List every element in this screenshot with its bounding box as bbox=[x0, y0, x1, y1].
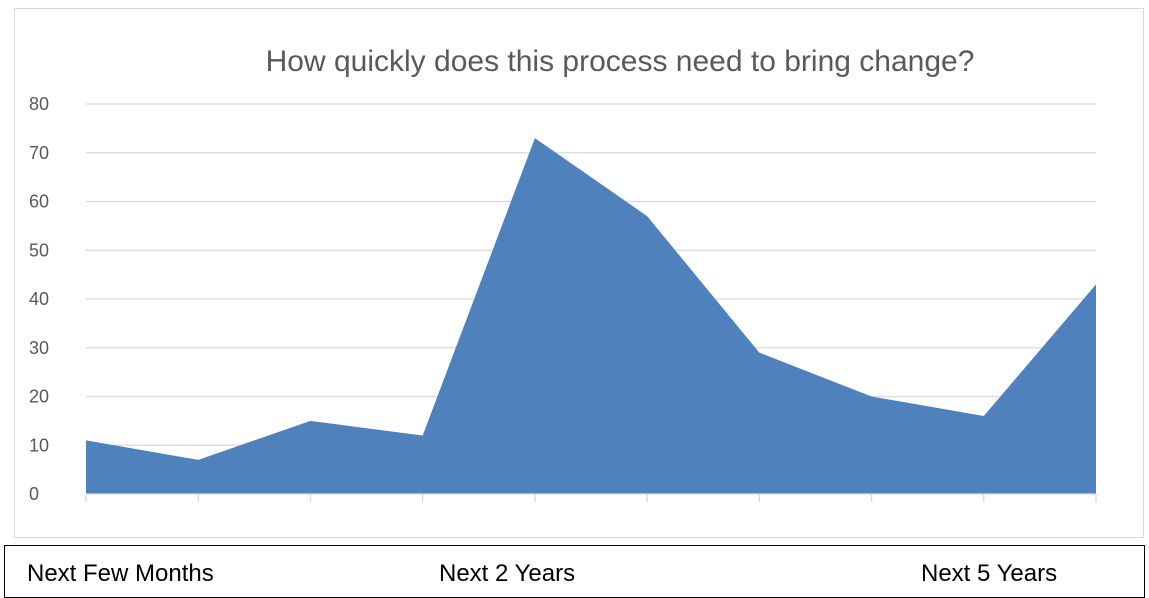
caption-next-5-years: Next 5 Years bbox=[921, 560, 1058, 587]
area-fill bbox=[86, 138, 1096, 494]
y-tick-label: 50 bbox=[29, 240, 49, 260]
y-tick-label: 70 bbox=[29, 143, 49, 163]
y-tick-label: 40 bbox=[29, 289, 49, 309]
y-axis-ticks: 0 10 20 30 40 50 60 70 80 bbox=[29, 94, 49, 504]
x-axis bbox=[85, 493, 1097, 502]
y-tick-label: 60 bbox=[29, 192, 49, 212]
area-series bbox=[86, 138, 1096, 494]
caption-next-few-months: Next Few Months bbox=[27, 560, 214, 587]
chart-title: How quickly does this process need to br… bbox=[266, 45, 975, 78]
y-tick-label: 0 bbox=[29, 484, 39, 504]
y-tick-label: 10 bbox=[29, 435, 49, 455]
y-tick-label: 30 bbox=[29, 338, 49, 358]
y-tick-label: 80 bbox=[29, 94, 49, 114]
caption-next-2-years: Next 2 Years bbox=[439, 560, 576, 587]
area-chart: How quickly does this process need to br… bbox=[29, 45, 1097, 504]
caption-box: Next Few Months Next 2 Years Next 5 Year… bbox=[4, 545, 1145, 598]
y-tick-label: 20 bbox=[29, 387, 49, 407]
